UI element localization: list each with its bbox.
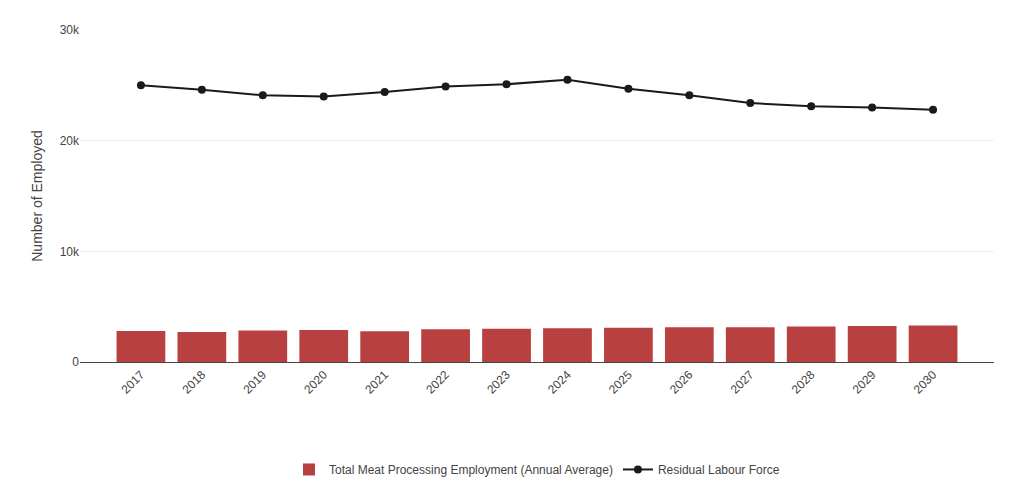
- svg-text:2022: 2022: [423, 368, 452, 397]
- svg-text:2030: 2030: [911, 368, 940, 397]
- svg-text:2024: 2024: [545, 368, 574, 397]
- svg-text:2028: 2028: [789, 368, 818, 397]
- svg-text:2018: 2018: [179, 368, 208, 397]
- svg-text:2025: 2025: [606, 368, 635, 397]
- svg-text:20k: 20k: [60, 134, 80, 148]
- svg-text:2029: 2029: [850, 368, 879, 397]
- svg-text:2021: 2021: [362, 368, 391, 397]
- svg-text:2019: 2019: [240, 368, 269, 397]
- svg-text:Total Meat Processing Employme: Total Meat Processing Employment (Annual…: [329, 463, 613, 477]
- svg-text:Residual Labour Force: Residual Labour Force: [658, 463, 780, 477]
- svg-text:2027: 2027: [728, 368, 757, 397]
- svg-text:30k: 30k: [60, 23, 80, 37]
- svg-text:Number of Employed: Number of Employed: [29, 130, 45, 262]
- svg-text:0: 0: [72, 355, 79, 369]
- svg-text:2017: 2017: [119, 368, 148, 397]
- svg-text:2026: 2026: [667, 368, 696, 397]
- svg-text:10k: 10k: [60, 245, 80, 259]
- svg-text:2023: 2023: [484, 368, 513, 397]
- svg-text:2020: 2020: [301, 368, 330, 397]
